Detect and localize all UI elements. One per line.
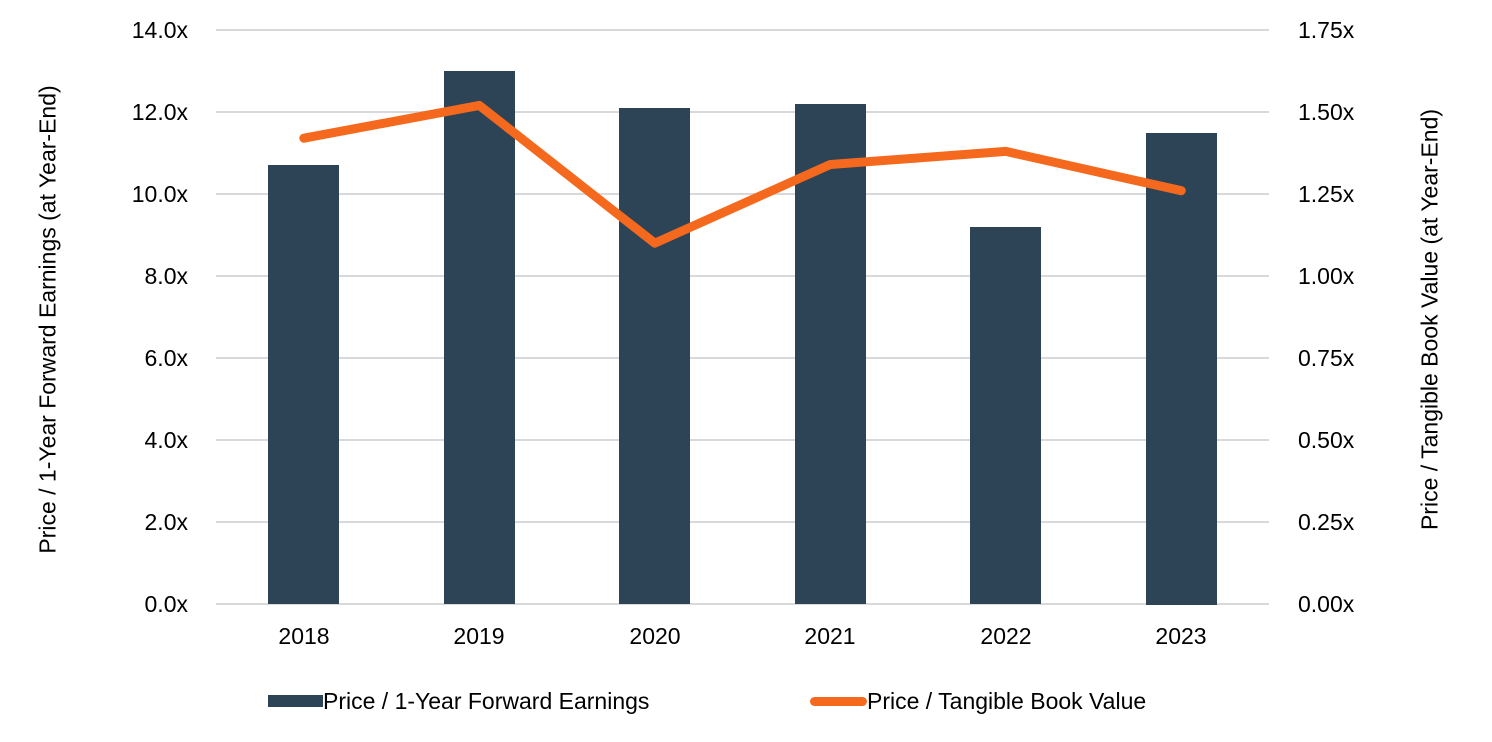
right-tick-0.50x: 0.50x xyxy=(1298,427,1355,453)
gridline xyxy=(216,521,1269,523)
gridline xyxy=(216,111,1269,113)
gridline xyxy=(216,603,1269,605)
gridline xyxy=(216,29,1269,31)
left-tick-14.0x: 14.0x xyxy=(131,17,188,43)
plot-area xyxy=(216,29,1269,605)
bar-2022 xyxy=(970,227,1041,604)
legend-label: Price / 1-Year Forward Earnings xyxy=(323,688,650,714)
line-series-swatch xyxy=(810,696,867,706)
gridline xyxy=(216,439,1269,441)
bar-series-swatch xyxy=(268,695,323,707)
right-tick-1.25x: 1.25x xyxy=(1298,181,1355,207)
left-tick-2.0x: 2.0x xyxy=(144,509,188,535)
line-series-svg xyxy=(299,100,1186,248)
gridline xyxy=(216,357,1269,359)
left-tick-0.0x: 0.0x xyxy=(144,591,188,617)
right-tick-0.00x: 0.00x xyxy=(1298,591,1355,617)
left-tick-10.0x: 10.0x xyxy=(131,181,188,207)
x-label-2023: 2023 xyxy=(1155,623,1207,649)
right-tick-1.00x: 1.00x xyxy=(1298,263,1355,289)
bar-2020 xyxy=(619,108,690,604)
x-label-2022: 2022 xyxy=(980,623,1032,649)
right-axis-title: Price / Tangible Book Value (at Year-End… xyxy=(1416,108,1443,531)
x-label-2020: 2020 xyxy=(629,623,681,649)
gridline xyxy=(216,193,1269,195)
x-label-2021: 2021 xyxy=(804,623,856,649)
x-label-2018: 2018 xyxy=(278,623,330,649)
legend-label: Price / Tangible Book Value xyxy=(867,688,1147,714)
bar-2021 xyxy=(795,104,866,604)
bar-2019 xyxy=(444,71,515,604)
line-price-tangible-book-value xyxy=(299,100,1186,248)
gridline xyxy=(216,275,1269,277)
right-tick-1.50x: 1.50x xyxy=(1298,99,1355,125)
bar-2023 xyxy=(1146,133,1217,605)
right-tick-0.25x: 0.25x xyxy=(1298,509,1355,535)
legend-item-forward-earnings: Price / 1-Year Forward Earnings xyxy=(268,686,649,716)
x-label-2019: 2019 xyxy=(453,623,505,649)
right-tick-0.75x: 0.75x xyxy=(1298,345,1355,371)
right-tick-1.75x: 1.75x xyxy=(1298,17,1355,43)
bar-2018 xyxy=(268,165,339,604)
legend-item-tangible-book-value: Price / Tangible Book Value xyxy=(810,686,1146,716)
left-tick-4.0x: 4.0x xyxy=(144,427,188,453)
left-tick-12.0x: 12.0x xyxy=(131,99,188,125)
left-tick-6.0x: 6.0x xyxy=(144,345,188,371)
left-tick-8.0x: 8.0x xyxy=(144,263,188,289)
